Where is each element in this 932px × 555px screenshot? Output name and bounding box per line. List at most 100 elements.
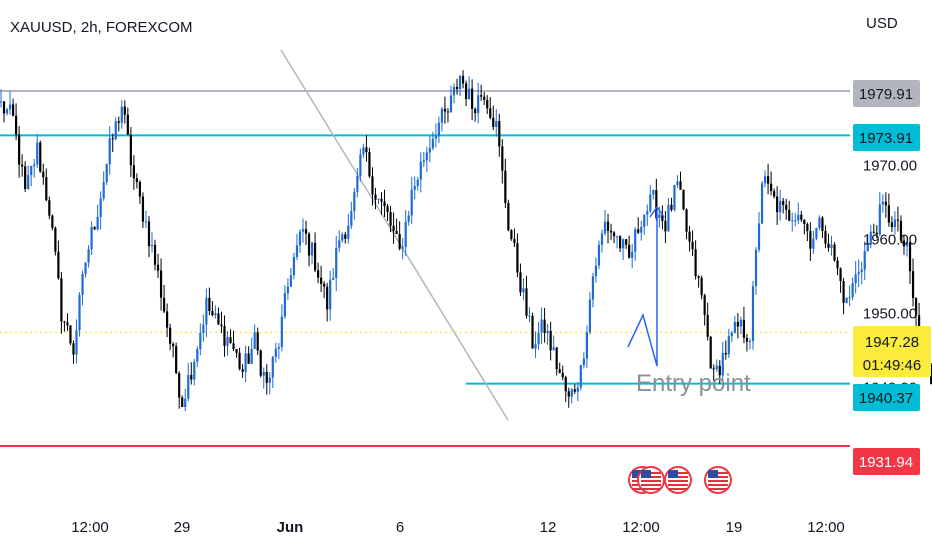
candle-body <box>649 194 652 212</box>
candle-body <box>199 332 202 349</box>
candle-body <box>848 297 851 299</box>
candle-body <box>178 373 181 398</box>
currency-label: USD <box>866 15 898 32</box>
candle-body <box>785 204 788 210</box>
drawings-layer[interactable] <box>627 205 665 367</box>
candle-body <box>558 369 561 373</box>
candle-body <box>235 349 238 353</box>
candle-body <box>187 374 190 399</box>
candle-body <box>341 234 344 241</box>
candle-body <box>504 170 507 203</box>
candle-body <box>326 286 329 310</box>
candle-body <box>700 277 703 296</box>
candle-body <box>114 121 117 140</box>
candle-body <box>531 315 534 349</box>
candle-body <box>658 214 661 218</box>
flag-stripe <box>708 480 728 482</box>
candle-body <box>323 283 326 287</box>
economic-events[interactable] <box>628 466 732 494</box>
current-price-label: 1947.28 <box>865 334 919 351</box>
candle-body <box>443 108 447 112</box>
candle-body <box>18 134 21 165</box>
candle-body <box>606 221 610 231</box>
flag-canton <box>641 470 651 478</box>
candle-body <box>184 398 187 408</box>
candle-body <box>751 286 755 342</box>
descending-trendline[interactable] <box>280 49 509 421</box>
candle-body <box>45 177 48 201</box>
candle-body <box>812 238 815 249</box>
candle-body <box>534 344 537 349</box>
candle-body <box>836 260 839 269</box>
candle-body <box>739 319 742 327</box>
red-level-label: 1931.94 <box>859 454 913 471</box>
candle-body <box>809 231 812 249</box>
candle-body <box>712 368 715 370</box>
cyan-bottom-level-label: 1940.37 <box>859 390 913 407</box>
candle-body <box>205 297 208 325</box>
candle-body <box>754 249 758 287</box>
flag-stripe <box>641 488 661 490</box>
candle-body <box>105 164 108 183</box>
time-axis[interactable]: 12:00 29 Jun 6 12 12:00 19 12:00 <box>71 519 845 536</box>
candle-body <box>431 138 434 149</box>
candle-body <box>51 215 54 228</box>
candle-body <box>374 194 377 200</box>
candle-body <box>688 231 691 242</box>
candle-body <box>869 231 872 245</box>
candle-body <box>721 353 724 376</box>
candle-body <box>860 269 863 273</box>
candle-body <box>69 325 72 344</box>
projection-path[interactable] <box>627 210 658 367</box>
symbol-title[interactable]: XAUUSD, 2h, FOREXCOM <box>10 19 193 36</box>
candle-body <box>307 233 311 256</box>
us-flag-icon[interactable] <box>664 466 692 494</box>
candle-body <box>126 114 129 135</box>
candle-body <box>706 314 709 337</box>
candle-body <box>842 281 845 303</box>
candle-body <box>54 227 57 252</box>
candle-body <box>223 326 226 346</box>
candle-body <box>495 120 498 127</box>
candle-body <box>359 154 362 176</box>
candle-body <box>446 111 450 113</box>
candle-body <box>353 191 356 212</box>
candle-body <box>350 211 353 226</box>
candle-body <box>440 108 444 123</box>
candle-body <box>250 348 253 364</box>
trendline-layer[interactable] <box>280 49 509 421</box>
entry-point-annotation[interactable]: Entry point <box>636 370 751 397</box>
candle-body <box>286 286 289 294</box>
candle-body <box>220 324 223 327</box>
candle-body <box>585 332 588 359</box>
candle-body <box>507 202 510 231</box>
candle-body <box>884 201 887 206</box>
candle-body <box>664 220 667 232</box>
x-tick-label: Jun <box>277 519 304 536</box>
red-level-label-bg <box>853 448 920 475</box>
us-flag-icon[interactable] <box>637 466 665 494</box>
candle-body <box>603 221 607 234</box>
candle-body <box>181 397 184 408</box>
candle-body <box>208 297 211 311</box>
candle-body <box>474 108 477 114</box>
candle-body <box>289 275 293 287</box>
candle-body <box>498 120 501 147</box>
candle-body <box>682 189 685 210</box>
flag-canton <box>708 470 718 478</box>
us-flag-icon[interactable] <box>704 466 732 494</box>
candle-body <box>298 231 302 246</box>
candle-body <box>914 298 918 316</box>
candle-body <box>241 369 244 372</box>
candle-body <box>111 138 114 140</box>
gray-level-label-bg <box>853 80 920 107</box>
candle-body <box>338 240 341 248</box>
candle-body <box>383 201 386 207</box>
candle-body <box>609 230 613 233</box>
y-tick-label: 1960.00 <box>863 231 917 248</box>
candle-body <box>794 220 797 222</box>
candle-body <box>685 209 688 232</box>
